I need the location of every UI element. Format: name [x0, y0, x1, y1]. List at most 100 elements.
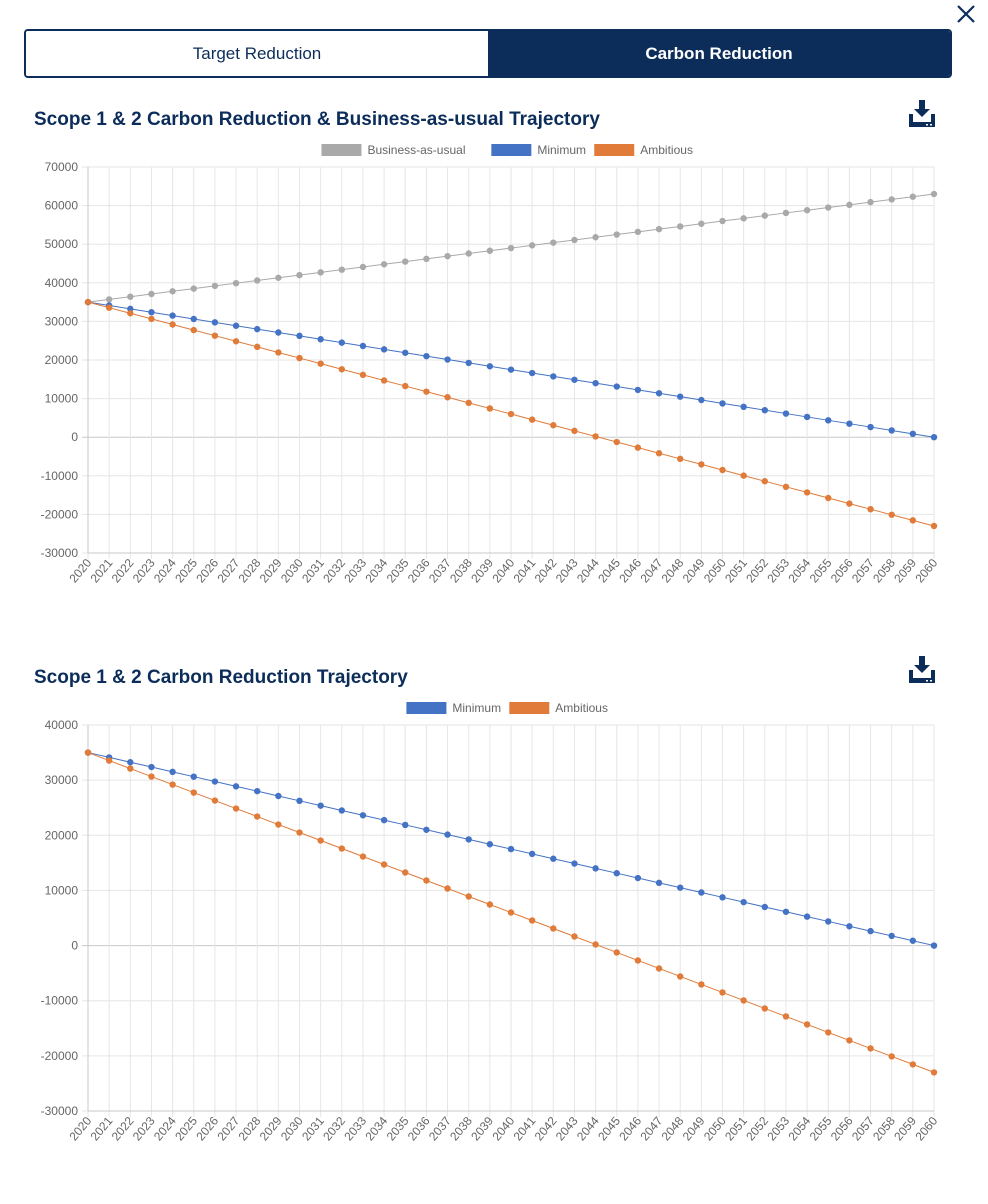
data-point [761, 478, 768, 485]
y-tick-label: 50000 [45, 237, 79, 251]
y-tick-label: -20000 [41, 507, 79, 521]
x-tick-label: 2054 [786, 1114, 814, 1144]
x-tick-label: 2053 [764, 556, 792, 586]
x-tick-label: 2028 [236, 556, 264, 586]
data-point [634, 957, 642, 964]
data-point [803, 207, 811, 214]
x-tick-label: 2059 [891, 556, 919, 586]
x-tick-label: 2022 [109, 556, 137, 586]
x-tick-label: 2031 [299, 1114, 327, 1144]
data-point [380, 261, 388, 268]
data-point [846, 201, 853, 209]
close-icon[interactable] [954, 2, 978, 26]
data-point [613, 869, 620, 877]
data-point [402, 869, 409, 876]
x-tick-label: 2026 [193, 1114, 221, 1144]
data-point [888, 196, 895, 203]
data-point [317, 360, 324, 367]
y-tick-label: -10000 [41, 994, 79, 1008]
data-point [359, 812, 367, 819]
data-point [803, 913, 811, 920]
data-point [338, 366, 345, 373]
data-point [655, 390, 663, 397]
x-tick-label: 2030 [278, 1114, 306, 1144]
data-point [677, 884, 684, 891]
data-point [740, 898, 747, 906]
download-icon[interactable] [906, 655, 938, 685]
x-tick-label: 2022 [109, 1114, 137, 1144]
download-icon[interactable] [906, 99, 938, 129]
data-point [296, 797, 303, 805]
y-tick-label: 10000 [45, 883, 79, 897]
data-point [105, 757, 113, 764]
data-point [550, 373, 557, 380]
data-point [232, 783, 240, 790]
legend-swatch [594, 144, 635, 156]
data-point [254, 813, 261, 820]
x-tick-label: 2055 [807, 1114, 835, 1144]
data-point [317, 802, 324, 809]
data-point [359, 371, 367, 379]
data-point [761, 1005, 768, 1012]
data-point [655, 450, 663, 457]
x-tick-label: 2050 [701, 1114, 729, 1144]
data-point [211, 778, 219, 785]
data-point [402, 258, 409, 265]
legend-swatch [406, 702, 447, 714]
data-point [677, 455, 684, 463]
data-point [909, 430, 917, 438]
data-point [338, 266, 345, 273]
data-point [677, 393, 684, 400]
data-point [698, 396, 705, 404]
data-point [169, 781, 176, 788]
data-point [825, 204, 832, 211]
x-tick-label: 2028 [236, 1114, 264, 1144]
tab-target-reduction[interactable]: Target Reduction [26, 31, 488, 76]
data-point [105, 304, 113, 311]
x-tick-label: 2038 [447, 1114, 475, 1144]
x-tick-label: 2039 [468, 1114, 496, 1144]
data-point [888, 427, 895, 434]
x-tick-label: 2037 [426, 556, 454, 586]
x-tick-label: 2050 [701, 556, 729, 586]
data-point [888, 1053, 895, 1060]
data-point [528, 242, 536, 249]
data-point [338, 845, 345, 852]
x-tick-label: 2040 [489, 1114, 517, 1144]
data-point [465, 250, 472, 257]
data-point [423, 352, 430, 360]
data-point [677, 973, 684, 980]
data-point [909, 1061, 917, 1068]
data-point [486, 363, 494, 370]
data-point [634, 874, 642, 882]
data-point [148, 763, 155, 771]
x-tick-label: 2046 [616, 1114, 644, 1144]
data-point [486, 405, 494, 412]
x-tick-label: 2031 [299, 556, 327, 586]
data-point [867, 423, 874, 431]
data-point [148, 309, 155, 316]
data-point [571, 376, 578, 383]
data-point [698, 220, 705, 227]
data-point [782, 410, 790, 417]
data-point [740, 997, 747, 1004]
data-point [825, 417, 832, 424]
data-point [719, 989, 726, 996]
data-point [380, 816, 388, 824]
x-tick-label: 2044 [574, 1114, 602, 1144]
data-point [507, 366, 515, 373]
data-point [338, 339, 345, 346]
data-point [296, 271, 303, 279]
data-point [909, 517, 917, 524]
y-tick-label: 30000 [45, 314, 79, 328]
x-tick-label: 2055 [807, 556, 835, 586]
tab-carbon-reduction[interactable]: Carbon Reduction [488, 31, 950, 76]
data-point [803, 413, 811, 421]
data-point [211, 282, 219, 290]
data-point [317, 269, 324, 276]
data-point [571, 427, 578, 435]
data-point [698, 981, 705, 988]
chart-bau-trajectory: 70000 60000 50000 40000 30000 20000 10000 0 -100… [41, 143, 941, 586]
x-tick-label: 2045 [595, 556, 623, 586]
data-point [296, 354, 303, 362]
